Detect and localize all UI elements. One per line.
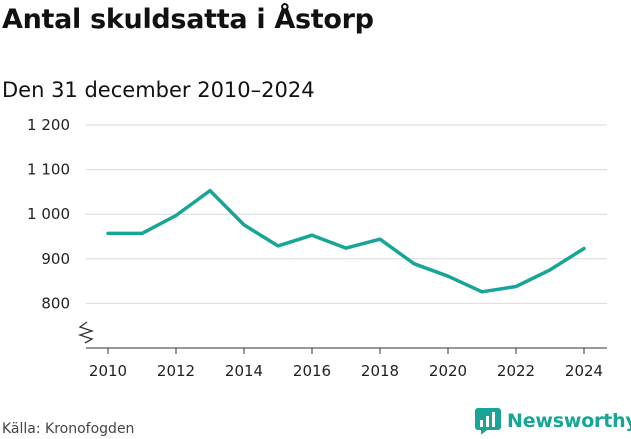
newsworthy-logo: Newsworthy bbox=[475, 408, 631, 434]
y-tick-label: 900 bbox=[41, 250, 70, 268]
data-point bbox=[480, 290, 484, 294]
data-point bbox=[514, 284, 518, 288]
data-point bbox=[582, 247, 586, 251]
data-point bbox=[344, 246, 348, 250]
data-point bbox=[548, 268, 552, 272]
x-tick-label: 2016 bbox=[293, 362, 331, 380]
data-point bbox=[242, 223, 246, 227]
y-tick-label: 1 100 bbox=[27, 161, 70, 179]
brand-name: Newsworthy bbox=[507, 410, 631, 432]
data-point bbox=[378, 237, 382, 241]
data-point bbox=[174, 214, 178, 218]
data-point bbox=[106, 231, 110, 235]
axis-break-mark bbox=[77, 321, 95, 344]
x-tick-label: 2012 bbox=[157, 362, 195, 380]
data-point bbox=[276, 244, 280, 248]
newsworthy-logo-icon bbox=[475, 408, 501, 434]
x-tick-label: 2020 bbox=[429, 362, 467, 380]
x-tick-label: 2014 bbox=[225, 362, 263, 380]
gridlines bbox=[86, 124, 607, 304]
y-tick-label: 800 bbox=[41, 294, 70, 312]
series-line bbox=[106, 188, 586, 294]
data-point bbox=[310, 233, 314, 237]
y-axis-ticks: 800 900 1 000 1 100 1 200 bbox=[27, 116, 70, 312]
x-tick-label: 2024 bbox=[565, 362, 603, 380]
x-axis-ticks: 2010 2012 2014 2016 2018 2020 2022 2024 bbox=[89, 348, 603, 380]
data-point bbox=[140, 231, 144, 235]
x-tick-label: 2018 bbox=[361, 362, 399, 380]
data-point bbox=[412, 262, 416, 266]
data-point bbox=[446, 274, 450, 278]
x-axis bbox=[77, 321, 607, 349]
y-tick-label: 1 200 bbox=[27, 116, 70, 134]
data-point bbox=[208, 189, 212, 193]
chart-subtitle: Den 31 december 2010–2024 bbox=[2, 78, 315, 102]
source-note: Källa: Kronofogden bbox=[2, 421, 135, 437]
y-tick-label: 1 000 bbox=[27, 205, 70, 223]
series-lines bbox=[106, 188, 586, 294]
x-tick-label: 2010 bbox=[89, 362, 127, 380]
chart-title: Antal skuldsatta i Åstorp bbox=[2, 4, 374, 35]
x-tick-label: 2022 bbox=[497, 362, 535, 380]
